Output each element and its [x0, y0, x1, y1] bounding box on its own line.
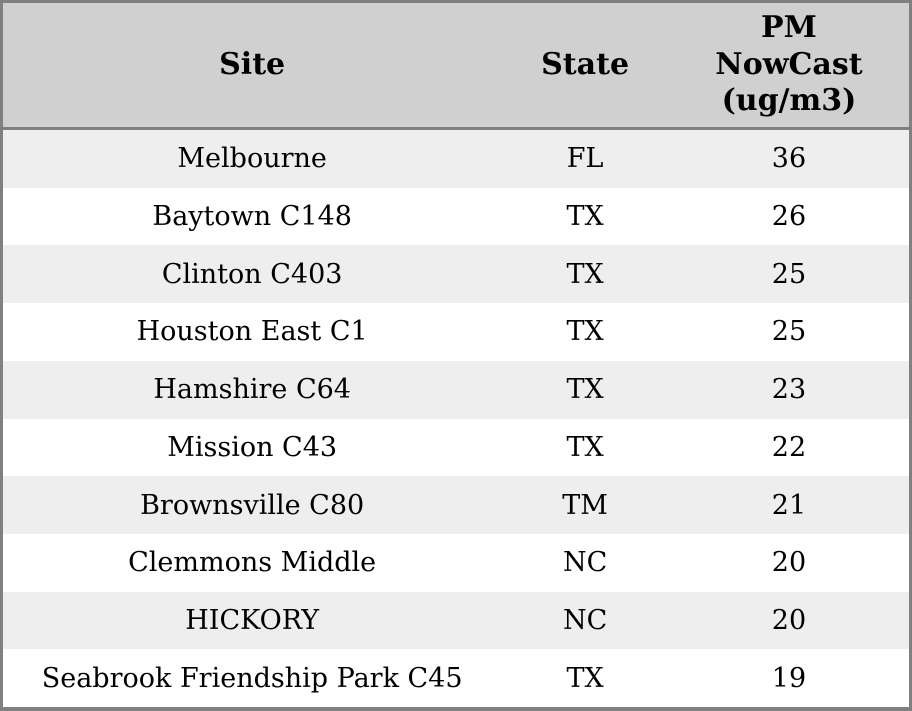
state-cell: TX: [566, 201, 604, 233]
site-cell: Melbourne: [177, 143, 327, 175]
site-cell: HICKORY: [185, 604, 320, 636]
state-cell: TX: [566, 316, 604, 348]
table-row: Mission C43 TX 22: [3, 418, 909, 477]
state-cell: FL: [566, 143, 604, 175]
site-cell: Hamshire C64: [153, 374, 351, 406]
table-row: Hamshire C64 TX 23: [3, 360, 909, 419]
table-row: Baytown C148 TX 26: [3, 187, 909, 246]
table-row: Houston East C1 TX 25: [3, 303, 909, 361]
site-cell: Baytown C148: [152, 201, 352, 233]
table-row: Clemmons Middle NC 20: [3, 533, 909, 592]
pm-value-cell: 23: [771, 374, 807, 406]
state-cell: TX: [566, 258, 604, 290]
table-row: Melbourne FL 36: [3, 130, 909, 188]
column-header-site: Site: [219, 46, 286, 82]
pm-value-cell: 22: [771, 431, 807, 463]
column-header-pm-nowcast: PM NowCast (ug/m3): [715, 9, 863, 119]
site-cell: Houston East C1: [136, 316, 368, 348]
pm-value-cell: 20: [771, 604, 807, 636]
table-row: Seabrook Friendship Park C45 TX 19: [3, 649, 909, 708]
pm-value-cell: 25: [771, 316, 807, 348]
site-cell: Clinton C403: [161, 258, 343, 290]
table-row: Brownsville C80 TM 21: [3, 476, 909, 534]
table-header: Site State PM NowCast (ug/m3): [3, 3, 909, 130]
state-cell: TX: [566, 662, 604, 694]
site-cell: Clemmons Middle: [128, 547, 377, 579]
pm-value-cell: 25: [771, 258, 807, 290]
pm-value-cell: 26: [771, 201, 807, 233]
site-cell: Mission C43: [167, 431, 338, 463]
site-cell: Seabrook Friendship Park C45: [41, 662, 463, 694]
pm-value-cell: 21: [771, 489, 807, 521]
pm-value-cell: 20: [771, 547, 807, 579]
table-row: Clinton C403 TX 25: [3, 245, 909, 304]
pm-value-cell: 19: [771, 662, 807, 694]
pm-value-cell: 36: [771, 143, 807, 175]
column-header-state: State: [541, 46, 630, 82]
state-cell: TX: [566, 374, 604, 406]
table-row: HICKORY NC 20: [3, 591, 909, 650]
site-cell: Brownsville C80: [140, 489, 365, 521]
state-cell: NC: [562, 547, 608, 579]
state-cell: TX: [566, 431, 604, 463]
state-cell: NC: [562, 604, 608, 636]
state-cell: TM: [562, 489, 608, 521]
